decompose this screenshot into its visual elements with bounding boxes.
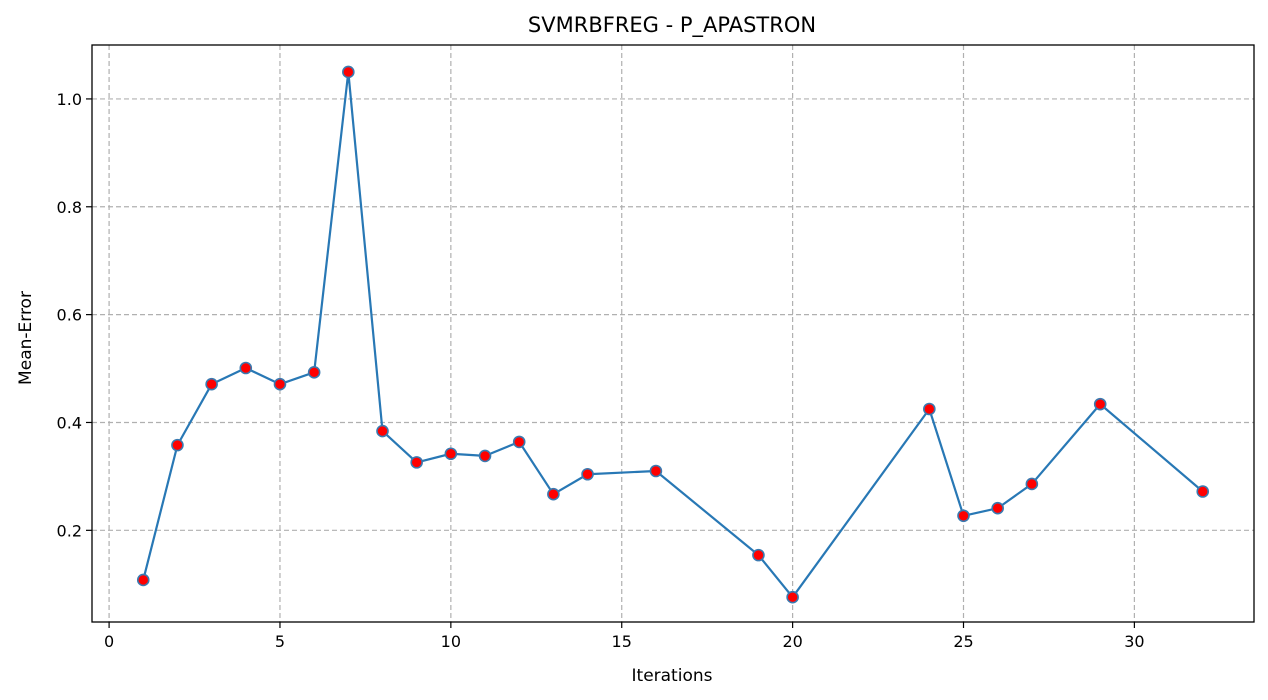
- data-point: [205, 377, 218, 391]
- x-axis-label: Iterations: [632, 666, 713, 686]
- y-tick-label: 0.6: [57, 306, 82, 325]
- data-point: [239, 361, 253, 375]
- data-point: [410, 456, 423, 469]
- x-tick-label: 20: [782, 632, 802, 651]
- x-tick-label: 0: [104, 632, 114, 651]
- data-point: [649, 464, 663, 478]
- data-point: [136, 573, 150, 587]
- data-point: [478, 449, 492, 463]
- data-point: [957, 509, 970, 523]
- y-tick-label: 1.0: [57, 90, 82, 109]
- data-point: [752, 548, 765, 562]
- x-tick-label: 10: [441, 632, 461, 651]
- axis-ticks: 0 5 10 15 20 25 30 0.2 0.4 0.6 0.8 1.0: [57, 90, 1145, 651]
- data-point: [512, 435, 526, 449]
- data-point: [1093, 397, 1107, 411]
- y-tick-label: 0.2: [57, 521, 82, 540]
- y-axis-label: Mean-Error: [16, 291, 36, 385]
- data-point: [786, 590, 799, 604]
- data-point: [342, 65, 355, 79]
- data-point: [581, 467, 594, 481]
- data-point: [273, 377, 287, 391]
- data-point: [1025, 477, 1039, 491]
- x-tick-label: 30: [1124, 632, 1144, 651]
- x-tick-label: 25: [953, 632, 973, 651]
- series-line: [142, 70, 1204, 599]
- data-point: [171, 438, 184, 452]
- data-point: [991, 501, 1004, 515]
- x-tick-label: 5: [275, 632, 285, 651]
- data-point: [444, 447, 458, 461]
- chart-title: SVMRBFREG - P_APASTRON: [528, 13, 816, 38]
- y-tick-label: 0.8: [57, 198, 82, 217]
- data-point: [923, 402, 936, 416]
- series-layer: [136, 65, 1210, 604]
- data-point: [1196, 485, 1210, 498]
- data-point: [376, 424, 389, 438]
- grid-lines: [92, 45, 1254, 622]
- x-tick-label: 15: [612, 632, 632, 651]
- data-point: [547, 487, 560, 501]
- plot-frame: [91, 44, 1255, 623]
- y-tick-label: 0.4: [57, 413, 82, 432]
- data-point: [307, 366, 321, 379]
